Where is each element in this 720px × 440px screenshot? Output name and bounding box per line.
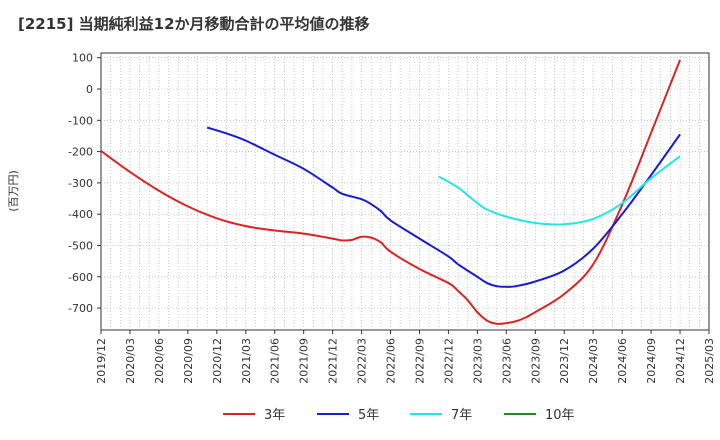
x-tick-label: 2023/12 [558,338,571,384]
x-tick-label: 2020/09 [182,338,195,384]
x-tick-label: 2021/03 [240,338,253,384]
series-lines [100,59,681,325]
x-tick-label: 2022/03 [356,338,369,384]
x-tick-label: 2019/12 [95,338,108,384]
x-tick-label: 2024/09 [645,338,658,384]
legend-label-7年: 7年 [451,408,472,423]
y-tick-label: 0 [86,83,93,96]
x-tick-label: 2021/09 [298,338,311,384]
legend-label-3年: 3年 [264,408,285,423]
x-tick-label: 2020/03 [124,338,137,384]
y-tick-label: -600 [68,271,93,284]
grid-lines [101,53,709,330]
legend-label-5年: 5年 [358,408,379,423]
series-line-7年 [438,155,681,226]
x-tick-label: 2020/12 [211,338,224,384]
x-tick-label: 2022/09 [413,338,426,384]
x-tick-label: 2022/06 [385,338,398,384]
x-tick-label: 2023/09 [529,338,542,384]
y-tick-label: -100 [68,114,93,127]
y-axis-ticks: 100 0 -100 -200 -300 -400 -500 -600 -700 [68,52,101,315]
x-axis-ticks: 2019/12 2020/03 2020/06 2020/09 2020/12 2021/… [95,330,716,384]
x-tick-label: 2020/06 [153,338,166,384]
x-tick-label: 2021/06 [269,338,282,384]
x-tick-label: 2023/03 [471,338,484,384]
y-tick-label: -200 [68,146,93,159]
y-tick-label: -700 [68,302,93,315]
x-tick-label: 2024/03 [587,338,600,384]
x-tick-label: 2022/12 [442,338,455,384]
legend: 3年 5年 7年 10年 [223,408,575,423]
y-tick-label: -300 [68,177,93,190]
legend-label-10年: 10年 [545,408,575,423]
x-tick-label: 2021/12 [327,338,340,384]
y-tick-label: -500 [68,239,93,252]
x-tick-label: 2024/12 [674,338,687,384]
x-tick-label: 2025/03 [703,338,716,384]
x-tick-label: 2024/06 [616,338,629,384]
y-axis-label: (百万円) [7,170,20,212]
series-line-3年 [100,59,681,325]
y-tick-label: 100 [72,52,93,65]
plot-area [100,52,710,331]
chart-title: [2215] 当期純利益12か月移動合計の平均値の推移 [18,15,370,33]
x-tick-label: 2023/06 [500,338,513,384]
y-tick-label: -400 [68,208,93,221]
series-line-5年 [206,126,681,288]
